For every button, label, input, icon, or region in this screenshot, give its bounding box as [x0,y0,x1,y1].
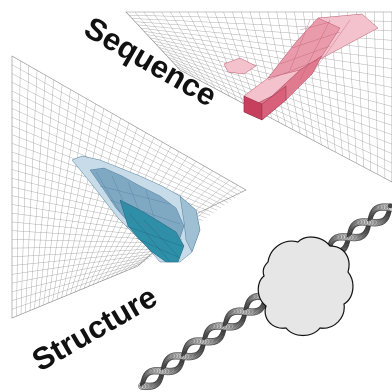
structure-landscape [71,155,201,263]
sequence-landscape [223,13,379,121]
protein-globule-icon [257,236,354,337]
